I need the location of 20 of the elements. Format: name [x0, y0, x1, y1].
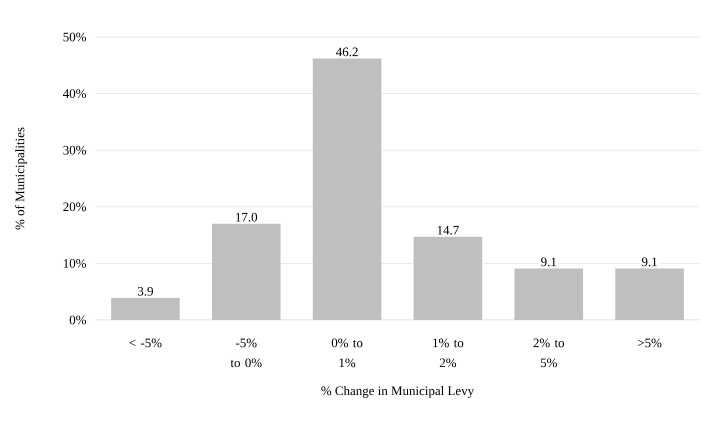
y-tick-label: 50%: [63, 32, 86, 42]
y-tick-label: 20%: [63, 202, 86, 212]
y-tick-label: 10%: [64, 259, 86, 268]
y-tick-label: 30%: [63, 146, 86, 155]
y-tick-label: 0%: [70, 316, 86, 324]
data-label: 3.9: [138, 286, 153, 296]
y-axis-title: % of Municipalities: [15, 128, 27, 230]
data-label: 14.7: [438, 226, 459, 235]
y-tick-label: 40%: [62, 89, 86, 98]
x-tick-label: -5% to 0%: [230, 338, 262, 368]
x-tick-label: 2% to 5%: [533, 338, 564, 368]
data-label: 17.0: [236, 212, 258, 222]
data-label: 9.1: [642, 258, 657, 266]
x-tick-label: < -5%: [129, 338, 162, 348]
x-axis-title: % Change in Municipal Levy: [321, 386, 474, 398]
data-label: 46.2: [336, 48, 358, 56]
x-tick-label: 0% to 1%: [332, 338, 362, 368]
x-tick-label: >5%: [638, 338, 662, 348]
data-label: 9.1: [541, 258, 556, 266]
x-tick-label: 1% to 2%: [433, 338, 464, 368]
